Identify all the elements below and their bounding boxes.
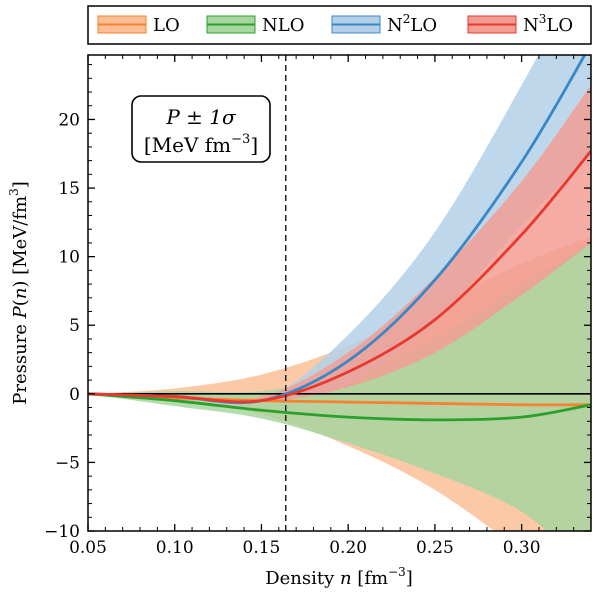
legend: LO NLO N2LO N3LO — [87, 5, 592, 45]
y-axis-title: Pressure P(n) [MeV/fm3] — [7, 181, 31, 405]
legend-entry-1: NLO — [206, 15, 304, 36]
plot-frame — [87, 54, 592, 532]
legend-entry-3: N3LO — [467, 12, 573, 36]
y-tick-label: −5 — [55, 453, 80, 473]
y-tick-label: 10 — [58, 248, 80, 268]
mean-line-1 — [88, 392, 591, 422]
x-tick-label: 0.20 — [329, 538, 367, 558]
y-tick-label: −10 — [44, 522, 80, 542]
legend-label-1: NLO — [262, 15, 304, 36]
x-tick-label: 0.25 — [416, 538, 454, 558]
y-tick-label: 15 — [58, 179, 80, 199]
x-tick-label: 0.15 — [243, 538, 281, 558]
mean-line-3 — [88, 150, 591, 404]
x-axis-title: Density n [fm−3] — [265, 565, 413, 589]
annotation-frame — [131, 95, 271, 163]
x-tick-label: 0.10 — [156, 538, 194, 558]
legend-entry-0: LO — [97, 15, 180, 36]
mean-lines — [88, 55, 591, 422]
annotation-box: P ± 1σ [MeV fm−3] — [131, 95, 271, 163]
y-tick-label: 0 — [69, 385, 80, 405]
band-3 — [88, 85, 591, 403]
y-tick-label: 20 — [58, 110, 80, 130]
uncertainty-bands — [88, 55, 591, 531]
legend-entry-2: N2LO — [331, 12, 437, 36]
x-tick-label: 0.30 — [503, 538, 541, 558]
legend-label-2: N2LO — [387, 12, 437, 36]
annotation-line-1: P ± 1σ — [165, 105, 237, 129]
y-tick-label: 5 — [69, 316, 80, 336]
axis-ticks: 0.05 0.10 0.15 0.20 0.25 0.30 −10 −5 0 5 10 15 20 — [44, 55, 591, 558]
legend-label-0: LO — [153, 15, 180, 36]
x-tick-label: 0.05 — [69, 538, 107, 558]
legend-label-3: N3LO — [523, 12, 573, 36]
